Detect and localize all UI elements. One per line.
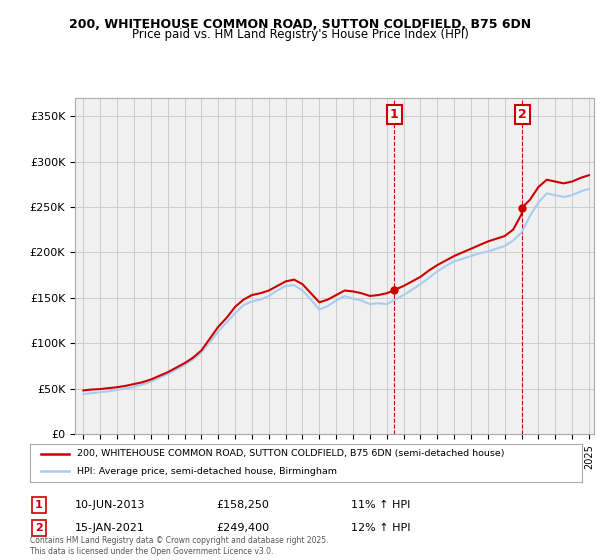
Text: 15-JAN-2021: 15-JAN-2021 <box>75 523 145 533</box>
Text: HPI: Average price, semi-detached house, Birmingham: HPI: Average price, semi-detached house,… <box>77 467 337 476</box>
Text: Contains HM Land Registry data © Crown copyright and database right 2025.
This d: Contains HM Land Registry data © Crown c… <box>30 536 329 556</box>
Text: £249,400: £249,400 <box>216 523 269 533</box>
Text: Price paid vs. HM Land Registry's House Price Index (HPI): Price paid vs. HM Land Registry's House … <box>131 28 469 41</box>
Text: 2: 2 <box>35 523 43 533</box>
Text: 12% ↑ HPI: 12% ↑ HPI <box>351 523 410 533</box>
Text: 1: 1 <box>35 500 43 510</box>
Text: £158,250: £158,250 <box>216 500 269 510</box>
Text: 1: 1 <box>390 108 398 121</box>
Text: 11% ↑ HPI: 11% ↑ HPI <box>351 500 410 510</box>
Text: 2: 2 <box>518 108 527 121</box>
Text: 10-JUN-2013: 10-JUN-2013 <box>75 500 146 510</box>
Text: 200, WHITEHOUSE COMMON ROAD, SUTTON COLDFIELD, B75 6DN: 200, WHITEHOUSE COMMON ROAD, SUTTON COLD… <box>69 18 531 31</box>
Text: 200, WHITEHOUSE COMMON ROAD, SUTTON COLDFIELD, B75 6DN (semi-detached house): 200, WHITEHOUSE COMMON ROAD, SUTTON COLD… <box>77 449 505 458</box>
